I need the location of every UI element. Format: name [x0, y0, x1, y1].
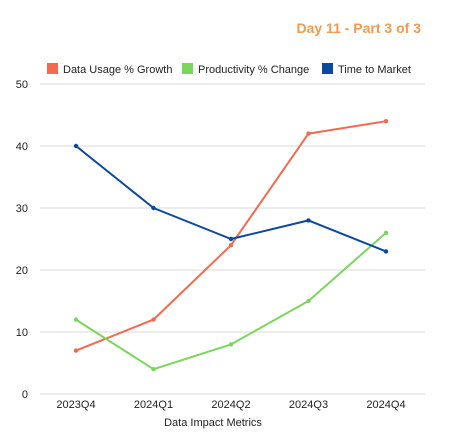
data-point: [151, 367, 156, 372]
data-point: [73, 348, 79, 353]
y-tick-label: 10: [16, 327, 28, 339]
x-tick-label: 2023Q4: [56, 399, 95, 411]
legend-item: Data Usage % Growth: [47, 63, 172, 76]
legend-swatch: [47, 63, 58, 74]
data-point: [383, 119, 389, 124]
x-tick-label: 2024Q1: [134, 399, 173, 411]
x-tick-label: 2024Q2: [211, 399, 250, 411]
y-tick-label: 20: [16, 265, 28, 277]
y-tick-label: 0: [22, 389, 28, 401]
data-point: [306, 131, 311, 136]
y-axis: 0 10 20 30 40 50: [16, 79, 28, 401]
legend-item: Time to Market: [322, 63, 411, 76]
data-point: [228, 243, 234, 248]
y-tick-label: 30: [16, 203, 28, 215]
grid-lines: [40, 83, 425, 395]
data-point: [383, 230, 389, 235]
y-tick-label: 50: [16, 79, 28, 91]
legend-swatch: [182, 63, 193, 74]
y-tick-label: 40: [16, 141, 28, 153]
series-group: [73, 119, 389, 372]
series-1: [73, 230, 389, 372]
legend-label: Productivity % Change: [198, 64, 309, 76]
series-line: [75, 120, 387, 352]
x-axis: 2023Q4 2024Q1 2024Q2 2024Q3 2024Q4: [56, 399, 405, 411]
data-point: [73, 143, 79, 149]
legend-label: Time to Market: [338, 64, 411, 76]
data-point: [151, 317, 156, 322]
legend-label: Data Usage % Growth: [63, 64, 172, 76]
data-point: [306, 218, 311, 223]
data-point: [228, 236, 234, 242]
x-tick-label: 2024Q4: [366, 399, 405, 411]
legend-swatch: [322, 63, 333, 74]
data-point: [306, 298, 311, 304]
x-axis-title: Data Impact Metrics: [164, 417, 262, 429]
data-point: [151, 205, 156, 211]
x-tick-label: 2024Q3: [289, 399, 328, 411]
series-2: [73, 143, 389, 254]
day-badge: Day 11 - Part 3 of 3: [296, 20, 421, 36]
series-0: [73, 119, 389, 353]
data-point: [228, 342, 234, 347]
series-line: [75, 231, 387, 371]
series-line: [75, 145, 387, 253]
legend: Data Usage % Growth Productivity % Change…: [47, 63, 411, 76]
legend-item: Productivity % Change: [182, 63, 309, 76]
data-point: [73, 317, 79, 322]
data-point: [383, 249, 389, 254]
